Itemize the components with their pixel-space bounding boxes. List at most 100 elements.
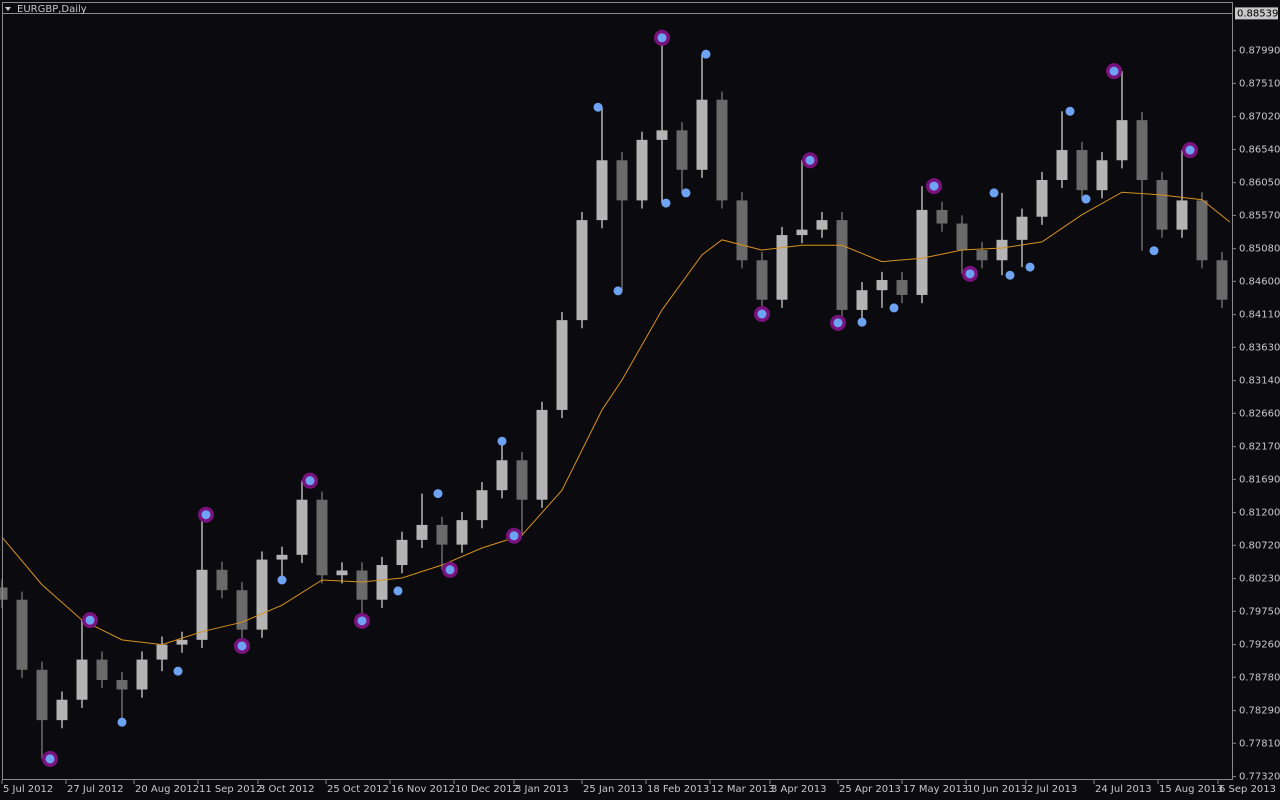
- candle-body: [996, 239, 1008, 261]
- candle-body: [1136, 120, 1148, 180]
- collapse-arrow[interactable]: [5, 7, 11, 11]
- candle-body: [496, 460, 508, 491]
- candle-body: [616, 160, 628, 201]
- candle-body: [816, 220, 828, 230]
- y-tick-label: 0.83630: [1239, 342, 1280, 353]
- y-tick-label: 0.83140: [1239, 376, 1280, 387]
- y-tick-label: 0.80230: [1239, 574, 1280, 585]
- x-tick-label: 17 May 2013: [903, 784, 968, 795]
- candle-body: [36, 669, 48, 721]
- y-tick-label: 0.78780: [1239, 672, 1280, 683]
- marker: [117, 717, 127, 727]
- price-tag-box: [1235, 7, 1278, 20]
- candle-body: [796, 229, 808, 236]
- x-tick-label: 2 Jul 2013: [1027, 784, 1077, 795]
- marker: [237, 641, 247, 651]
- x-tick-label: 5 Jul 2012: [3, 784, 53, 795]
- y-tick-label: 0.85080: [1239, 244, 1280, 255]
- candle-body: [436, 524, 448, 545]
- candle-body: [1216, 260, 1228, 300]
- candle-body: [56, 699, 68, 721]
- candle-body: [96, 659, 108, 680]
- y-tick-label: 0.86050: [1239, 178, 1280, 189]
- y-tick-label: 0.87510: [1239, 78, 1280, 89]
- y-tick-label: 0.79750: [1239, 606, 1280, 617]
- y-tick-label: 0.82170: [1239, 442, 1280, 453]
- candle-body: [456, 520, 468, 545]
- y-tick-label: 0.78290: [1239, 706, 1280, 717]
- y-tick-label: 0.87990: [1239, 46, 1280, 57]
- candle-body: [76, 659, 88, 700]
- marker: [613, 286, 623, 296]
- candle-body: [516, 460, 528, 500]
- candle-body: [16, 599, 28, 670]
- marker: [1185, 145, 1195, 155]
- y-tick-label: 0.79260: [1239, 640, 1280, 651]
- y-tick-label: 0.77320: [1239, 772, 1280, 783]
- x-tick-label: 11 Sep 2012: [199, 784, 262, 795]
- candle-body: [1016, 216, 1028, 240]
- candle-body: [476, 490, 488, 521]
- y-tick-label: 0.84110: [1239, 310, 1280, 321]
- price-tag: 0.88539: [1237, 8, 1278, 19]
- x-tick-label: 3 Jan 2013: [515, 784, 569, 795]
- marker: [173, 666, 183, 676]
- candle-body: [336, 570, 348, 576]
- marker: [1065, 106, 1075, 116]
- x-tick-label: 3 Apr 2013: [771, 784, 826, 795]
- y-tick-label: 0.80720: [1239, 540, 1280, 551]
- y-tick-label: 0.82660: [1239, 408, 1280, 419]
- marker: [305, 476, 315, 486]
- candle-body: [976, 250, 988, 261]
- marker: [357, 616, 367, 626]
- candle-body: [136, 659, 148, 690]
- x-tick-label: 16 Nov 2012: [391, 784, 455, 795]
- marker: [657, 33, 667, 43]
- candle-body: [716, 99, 728, 201]
- candle-body: [1096, 160, 1108, 191]
- marker: [45, 754, 55, 764]
- marker: [989, 188, 999, 198]
- marker: [497, 436, 507, 446]
- x-tick-label: 25 Apr 2013: [839, 784, 901, 795]
- x-tick-label: 6 Sep 2013: [1219, 784, 1276, 795]
- candle-body: [356, 570, 368, 600]
- marker: [1149, 246, 1159, 256]
- candle-body: [676, 130, 688, 170]
- y-tick-label: 0.81690: [1239, 474, 1280, 485]
- candle-body: [0, 587, 8, 600]
- marker: [681, 188, 691, 198]
- candle-body: [836, 220, 848, 310]
- candle-body: [636, 139, 648, 201]
- marker: [201, 510, 211, 520]
- candle-body: [1156, 179, 1168, 230]
- marker: [965, 269, 975, 279]
- candle-body: [656, 130, 668, 140]
- y-tick-label: 0.87020: [1239, 112, 1280, 123]
- chart-title: EURGBP,Daily: [17, 4, 87, 15]
- x-tick-label: 3 Oct 2012: [259, 784, 314, 795]
- x-tick-label: 15 Aug 2013: [1159, 784, 1223, 795]
- candle-body: [156, 644, 168, 660]
- y-tick-label: 0.86540: [1239, 144, 1280, 155]
- y-tick-label: 0.81200: [1239, 508, 1280, 519]
- marker: [1081, 194, 1091, 204]
- x-tick-label: 18 Feb 2013: [647, 784, 709, 795]
- candle-body: [176, 639, 188, 645]
- candle-body: [856, 290, 868, 310]
- candle-body: [536, 409, 548, 500]
- candle-body: [376, 565, 388, 600]
- marker: [1109, 66, 1119, 76]
- marker: [1005, 270, 1015, 280]
- candle-body: [696, 99, 708, 170]
- candle-body: [1036, 179, 1048, 217]
- plot-frame: [2, 2, 1233, 780]
- y-tick-label: 0.77810: [1239, 738, 1280, 749]
- marker: [593, 102, 603, 112]
- candle-body: [576, 220, 588, 321]
- x-tick-label: 12 Mar 2013: [711, 784, 774, 795]
- candle-body: [296, 499, 308, 555]
- candle-body: [916, 209, 928, 295]
